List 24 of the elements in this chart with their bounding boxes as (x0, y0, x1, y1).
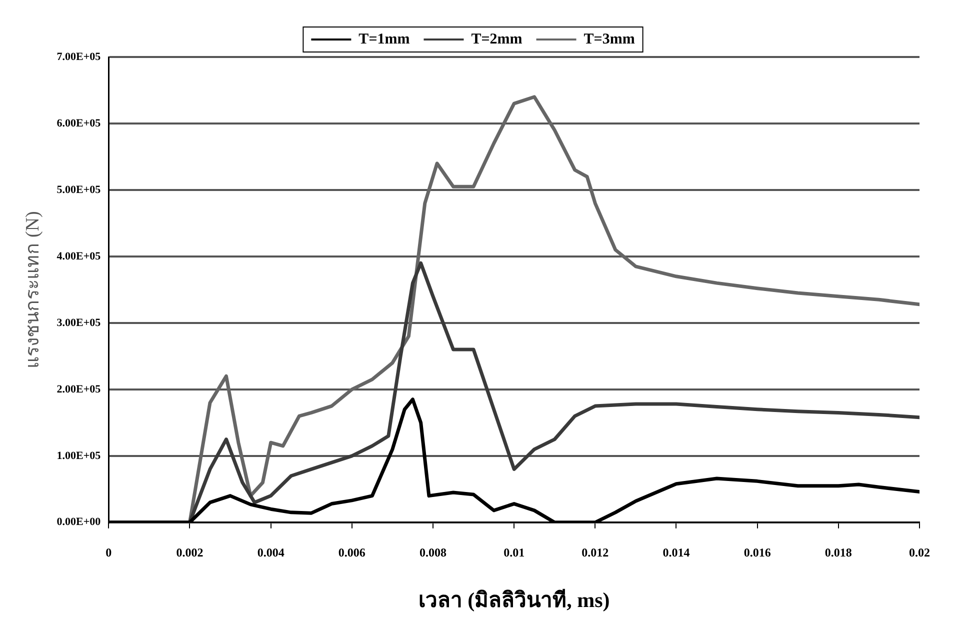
x-tick-label: 0.01 (504, 546, 525, 560)
legend-label: T=1mm (358, 31, 410, 48)
y-tick-label: 4.00E+05 (56, 250, 102, 262)
y-tick-label: 7.00E+05 (56, 50, 102, 63)
y-axis-title: แรงชนกระแทก (N) (22, 211, 44, 368)
y-tick-label: 0.00E+00 (56, 516, 102, 528)
legend-label: T=2mm (471, 31, 523, 48)
x-tick-label: 0.008 (419, 546, 446, 560)
x-tick-label: 0 (106, 546, 112, 560)
y-tick-label: 3.00E+05 (56, 316, 102, 329)
legend-label: T=3mm (584, 31, 636, 48)
y-tick-label: 5.00E+05 (56, 184, 102, 196)
x-tick-label: 0.004 (257, 546, 284, 560)
y-tick-label: 2.00E+05 (56, 383, 102, 396)
x-axis-title: เวลา (มิลลิวินาที, ms) (418, 588, 610, 612)
x-tick-label: 0.012 (582, 546, 609, 560)
x-tick-label: 0.016 (744, 546, 771, 560)
x-tick-label: 0.006 (338, 546, 366, 560)
x-tick-label: 0.014 (662, 546, 690, 560)
x-tick-label: 0.002 (176, 546, 204, 560)
y-tick-label: 1.00E+05 (56, 450, 102, 462)
x-tick-label: 0.02 (909, 546, 930, 560)
x-tick-label: 0.018 (824, 546, 852, 560)
y-tick-label: 6.00E+05 (56, 117, 102, 130)
